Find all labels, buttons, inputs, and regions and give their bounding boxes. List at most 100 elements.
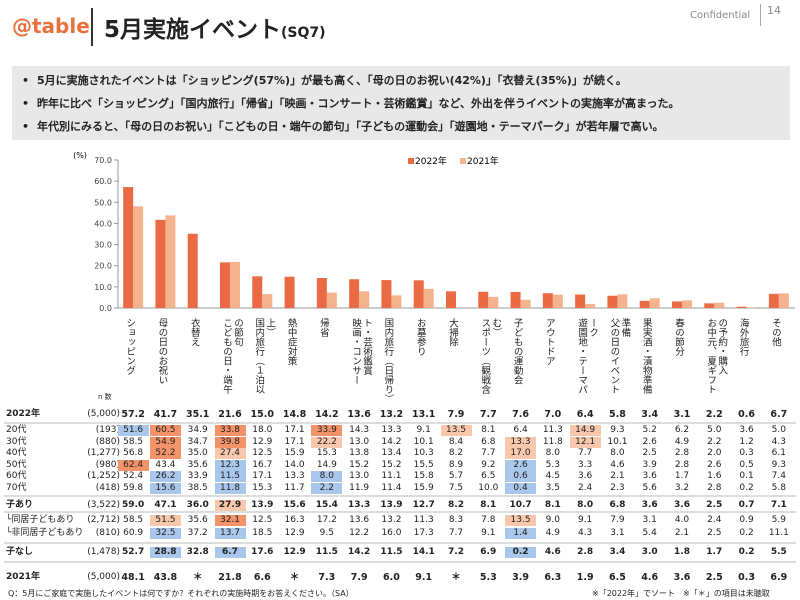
table-cell: 58.5 xyxy=(123,515,144,525)
table-cell: 59.0 xyxy=(122,500,145,510)
table-cell: 3.4 xyxy=(609,547,626,557)
table-cell: 9.1 xyxy=(577,515,593,525)
table-cell: 2.6 xyxy=(505,459,537,471)
table-cell: 13.9 xyxy=(251,500,274,510)
table-cell: 13.5 xyxy=(440,425,472,436)
table-cell: 3.9 xyxy=(642,459,657,470)
table-cell: 0.7 xyxy=(738,500,755,510)
table-cell: 5.0 xyxy=(707,425,722,435)
table-cell: 38.5 xyxy=(187,482,208,493)
table-cell: 14.0 xyxy=(284,459,305,470)
table-cell: 7.7 xyxy=(481,448,496,458)
category-label: 春の節分 xyxy=(673,318,684,356)
table-cell: 3.6 xyxy=(642,471,657,481)
bar xyxy=(736,306,747,308)
bar xyxy=(381,280,392,308)
bar xyxy=(488,296,499,308)
table-cell: 6.9 xyxy=(770,572,788,583)
table-cell: 9.3 xyxy=(771,459,786,470)
table-cell: 2.1 xyxy=(674,528,690,538)
table-cell: 6.8 xyxy=(481,436,496,447)
category-label: 帰省 xyxy=(317,318,329,337)
table-cell: 14.2 xyxy=(348,547,371,557)
table-cell: 0.2 xyxy=(739,482,754,493)
category-label: こどもの日・端午の節句 xyxy=(221,318,243,394)
table-cell: 13.9 xyxy=(380,500,403,510)
table-cell: 15.9 xyxy=(284,448,305,458)
table-cell: 33.9 xyxy=(187,471,208,481)
table-cell: 8.3 xyxy=(448,515,464,525)
bar xyxy=(446,291,456,308)
table-cell: 34.7 xyxy=(187,436,208,447)
table-cell: 2.8 xyxy=(577,547,594,557)
row-n: (5,000) xyxy=(87,572,120,582)
table-cell: 13.2 xyxy=(381,515,402,525)
table-cell: 12.3 xyxy=(214,459,246,471)
table-cell: 27.4 xyxy=(214,448,246,459)
table-cell: 5.3 xyxy=(479,572,497,583)
table-cell: 16.7 xyxy=(252,459,273,470)
table-cell: 2.6 xyxy=(642,436,657,447)
bar xyxy=(510,291,521,308)
category-label: 遊園地・テーマパーク xyxy=(576,318,599,394)
bar xyxy=(649,298,660,308)
category-label: 国内旅行（日帰り） xyxy=(382,318,394,404)
table-cell: 3.1 xyxy=(642,515,657,525)
table-cell: 18.5 xyxy=(252,528,273,538)
table-cell: 13.3 xyxy=(284,471,305,481)
table-cell: 15.5 xyxy=(413,459,434,470)
bar xyxy=(520,299,531,308)
table-cell: 43.4 xyxy=(155,459,176,470)
table-cell: 4.6 xyxy=(641,572,659,583)
table-cell: 2.8 xyxy=(707,482,722,493)
table-cell: 6.0 xyxy=(383,572,400,583)
table-cell: 8.0 xyxy=(311,471,343,482)
table-cell: 3.0 xyxy=(641,547,658,557)
table-cell: 0.6 xyxy=(738,409,755,420)
table-cell: 7.4 xyxy=(771,471,786,481)
table-cell: 2.2 xyxy=(311,482,343,494)
table-cell: 21.6 xyxy=(218,409,242,420)
table-cell: 8.0 xyxy=(577,500,594,510)
bar xyxy=(133,206,144,308)
bar xyxy=(220,262,230,308)
table-cell: 2.8 xyxy=(674,448,690,458)
table-cell: 9.2 xyxy=(481,459,496,470)
category-label: 映画・コンサート・芸術鑑賞 xyxy=(350,318,373,385)
table-cell: 11.5 xyxy=(214,471,246,482)
table-cell: 6.9 xyxy=(480,547,497,557)
y-tick-label: 10.0 xyxy=(94,283,112,292)
table-cell: 5.8 xyxy=(771,482,786,493)
table-cell: 15.6 xyxy=(149,482,181,494)
bullet: 5月に実施されたイベントは「ショッピング(57%)」が最も高く、「母の日のお祝い… xyxy=(22,72,627,88)
bar xyxy=(423,288,434,308)
table-cell: 10.1 xyxy=(607,436,628,447)
table-cell: 2.1 xyxy=(610,471,625,481)
legend-label: 2021年 xyxy=(467,155,499,167)
table-cell: 13.1 xyxy=(411,409,436,420)
table-cell: 2.5 xyxy=(642,448,657,458)
table-cell: 3.4 xyxy=(641,409,659,420)
table-cell: 12.5 xyxy=(252,448,273,458)
table-cell: 60.5 xyxy=(149,425,181,436)
row-label: └同居子どもあり xyxy=(6,515,75,525)
table-cell: 5.6 xyxy=(642,482,657,493)
category-label: 父の日のイベント準備 xyxy=(608,318,631,394)
table-cell: 17.1 xyxy=(252,471,273,481)
table-cell: 8.1 xyxy=(544,500,561,510)
table-cell: 6.7 xyxy=(214,547,246,558)
table-cell: 62.4 xyxy=(117,459,149,471)
category-label: その他 xyxy=(769,318,781,347)
table-cell: 3.5 xyxy=(545,482,560,493)
table-cell: 22.2 xyxy=(311,436,343,448)
row-n: (980) xyxy=(95,459,120,470)
table-cell: 0.2 xyxy=(738,547,755,557)
table-cell: 15.0 xyxy=(250,409,274,420)
table-cell: 15.4 xyxy=(315,500,338,510)
y-tick-label: 20.0 xyxy=(94,262,112,271)
table-cell: 3.9 xyxy=(512,572,529,583)
table-cell: 60.9 xyxy=(123,528,144,538)
table-cell: 13.6 xyxy=(349,515,370,525)
table-cell: 2.4 xyxy=(577,482,593,493)
